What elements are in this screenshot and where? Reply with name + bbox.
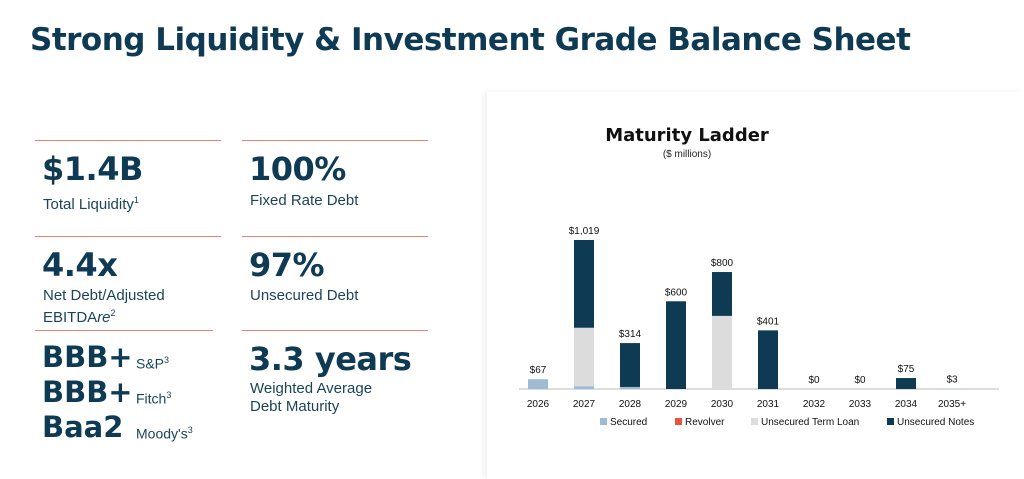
data-label: $314 xyxy=(619,329,642,340)
x-tick-label: 2032 xyxy=(803,399,826,410)
fixed-rate-value: 100% xyxy=(249,150,346,188)
legend-label: Secured xyxy=(610,417,647,428)
bar-segment xyxy=(620,343,640,387)
moodys-agency: Moody's3 xyxy=(136,425,193,442)
divider xyxy=(35,236,221,237)
x-tick-label: 2029 xyxy=(665,399,688,410)
x-tick-label: 2026 xyxy=(527,399,550,410)
legend-swatch xyxy=(887,418,894,425)
sp-agency: S&P3 xyxy=(136,355,169,372)
divider xyxy=(35,140,221,141)
fitch-agency: Fitch3 xyxy=(136,390,171,407)
divider xyxy=(242,140,428,141)
footnote-marker: 3 xyxy=(164,355,170,365)
bar-segment xyxy=(620,386,640,389)
bar-segment xyxy=(574,240,594,328)
data-label: $0 xyxy=(854,375,866,386)
unsecured-debt-label: Unsecured Debt xyxy=(250,287,359,304)
footnote-marker: 1 xyxy=(133,195,139,205)
bar-segment xyxy=(896,378,916,389)
data-label: $600 xyxy=(665,287,688,298)
x-tick-label: 2028 xyxy=(619,399,642,410)
data-label: $1,019 xyxy=(569,226,600,237)
x-tick-label: 2027 xyxy=(573,399,596,410)
divider xyxy=(242,236,428,237)
divider xyxy=(35,330,213,331)
metrics-panel xyxy=(0,92,486,479)
total-liquidity-label: Total Liquidity1 xyxy=(43,191,139,214)
bar-segment xyxy=(574,386,594,389)
data-label: $75 xyxy=(898,364,915,375)
moodys-agency-name: Moody's xyxy=(136,425,188,442)
legend-label: Unsecured Notes xyxy=(897,417,974,428)
weighted-maturity-label-line1: Weighted Average xyxy=(250,380,373,397)
x-tick-label: 2030 xyxy=(711,399,734,410)
fitch-agency-name: Fitch xyxy=(136,390,167,407)
total-liquidity-text: Total Liquidity xyxy=(43,196,134,213)
data-label: $67 xyxy=(530,365,547,376)
chart-title: Maturity Ladder xyxy=(605,125,769,146)
fitch-rating: BBB+ xyxy=(42,375,133,409)
x-tick-label: 2034 xyxy=(895,399,918,410)
fixed-rate-label: Fixed Rate Debt xyxy=(250,192,359,209)
bar-segment xyxy=(528,379,548,389)
bar-segment xyxy=(712,272,732,316)
bar-segment xyxy=(712,315,732,389)
moodys-rating: Baa2 xyxy=(42,410,124,444)
bar-segment xyxy=(574,327,594,387)
sp-rating: BBB+ xyxy=(42,340,133,374)
legend-swatch xyxy=(675,418,682,425)
data-label: $0 xyxy=(808,375,820,386)
x-tick-label: 2033 xyxy=(849,399,872,410)
bar-segment xyxy=(666,301,686,389)
data-label: $800 xyxy=(711,258,734,269)
x-tick-label: 2031 xyxy=(757,399,780,410)
data-label: $401 xyxy=(757,316,780,327)
page-title: Strong Liquidity & Investment Grade Bala… xyxy=(30,22,911,58)
legend-swatch xyxy=(751,418,758,425)
chart-subtitle: ($ millions) xyxy=(662,149,712,160)
sp-agency-name: S&P xyxy=(136,355,165,372)
net-debt-ratio-value: 4.4x xyxy=(42,246,118,284)
maturity-ladder-chart: $67 2026 $1,019 2027 $314 2028 $600 2029 $800 203… xyxy=(519,226,999,428)
net-debt-ratio-label-line1: Net Debt/Adjusted xyxy=(43,287,165,304)
bar-segment xyxy=(758,330,778,389)
data-label: $3 xyxy=(946,375,958,386)
legend-swatch xyxy=(600,418,607,425)
legend-label: Revolver xyxy=(685,417,725,428)
weighted-maturity-value: 3.3 years xyxy=(249,340,412,378)
footnote-marker: 2 xyxy=(110,308,116,318)
ebitda-re-text: re xyxy=(97,309,111,326)
unsecured-debt-value: 97% xyxy=(249,246,325,284)
total-liquidity-value: $1.4B xyxy=(42,150,143,188)
footnote-marker: 3 xyxy=(187,425,193,435)
footnote-marker: 3 xyxy=(166,390,172,400)
divider xyxy=(242,330,428,331)
weighted-maturity-label-line2: Debt Maturity xyxy=(250,398,340,415)
legend-label: Unsecured Term Loan xyxy=(761,417,859,428)
ebitda-text: EBITDA xyxy=(43,309,98,326)
x-tick-label: 2035+ xyxy=(938,399,966,410)
net-debt-ratio-label-line2: EBITDAre2 xyxy=(43,304,116,327)
